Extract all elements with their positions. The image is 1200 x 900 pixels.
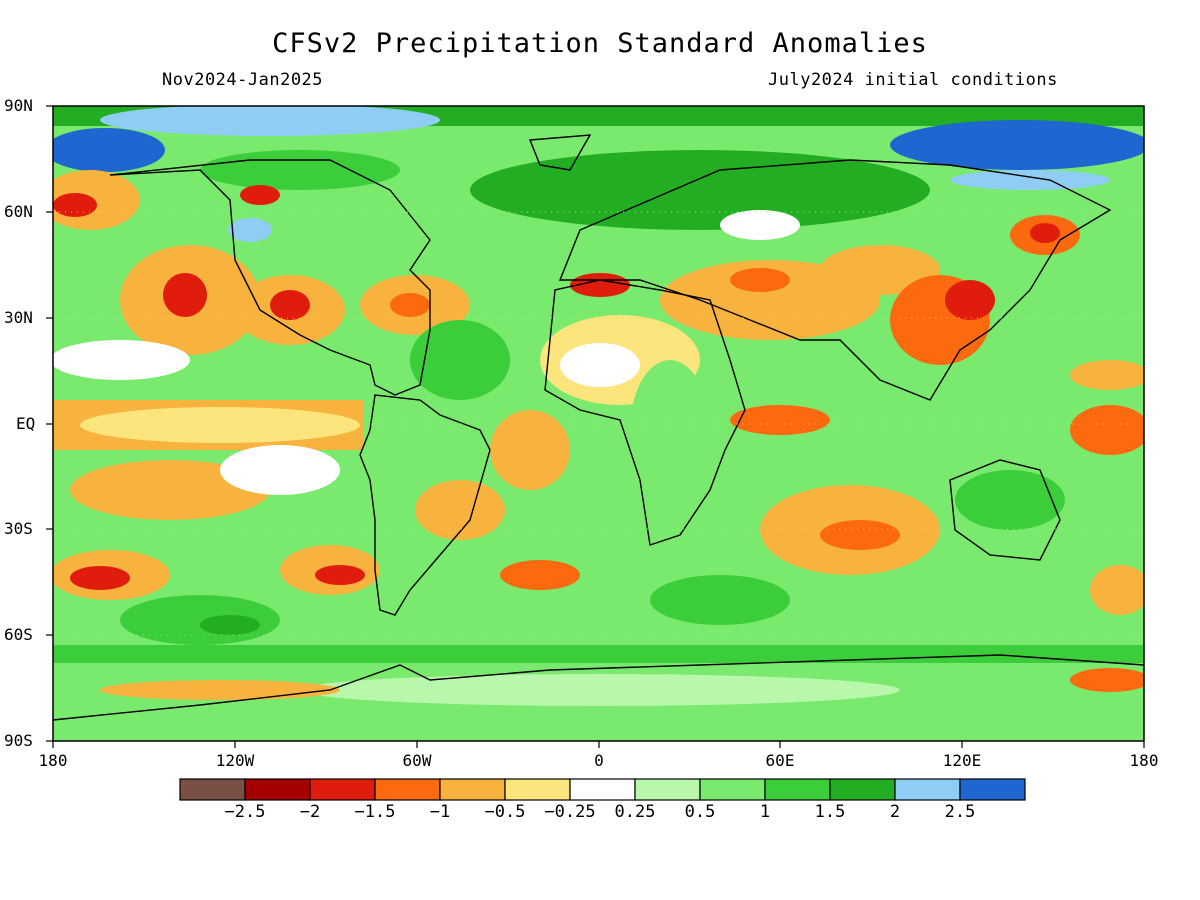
lon-label-60w: 60W xyxy=(402,751,432,770)
colorbar-swatch xyxy=(569,778,636,801)
lat-label-60n: 60N xyxy=(4,202,33,221)
colorbar-label: −1.5 xyxy=(354,802,396,822)
lon-label-0: 0 xyxy=(594,751,604,770)
lon-label-120e: 120E xyxy=(942,751,982,770)
colorbar-label: 0.25 xyxy=(614,802,656,822)
lat-label-30s: 30S xyxy=(4,519,33,538)
lon-label-120w: 120W xyxy=(215,751,255,770)
colorbar-swatch xyxy=(634,778,701,801)
lat-label-30n: 30N xyxy=(4,308,33,327)
colorbar-label: −0.25 xyxy=(544,802,596,822)
colorbar-label: −2.5 xyxy=(224,802,266,822)
colorbar-swatch xyxy=(439,778,506,801)
colorbar-label: −2 xyxy=(299,802,321,822)
lat-label-90n: 90N xyxy=(4,96,33,115)
colorbar-label: 1 xyxy=(759,802,771,822)
colorbar-label: 0.5 xyxy=(684,802,716,822)
forecast-period: Nov2024-Jan2025 xyxy=(162,70,324,90)
colorbar-swatch xyxy=(244,778,311,801)
colorbar-swatch xyxy=(309,778,376,801)
colorbar-swatch xyxy=(959,778,1026,801)
colorbar-swatch xyxy=(179,778,246,801)
colorbar-swatch xyxy=(829,778,896,801)
colorbar-label: 1.5 xyxy=(814,802,846,822)
colorbar-label: 2 xyxy=(889,802,901,822)
lon-label-180e: 180 xyxy=(1129,751,1159,770)
lat-label-eq: EQ xyxy=(16,414,36,433)
lon-label-180w: 180 xyxy=(38,751,68,770)
lat-label-60s: 60S xyxy=(4,625,33,644)
lat-label-90s: 90S xyxy=(4,731,33,750)
colorbar xyxy=(179,778,1026,801)
initial-conditions: July2024 initial conditions xyxy=(768,70,1058,90)
colorbar-swatch xyxy=(504,778,571,801)
colorbar-swatch xyxy=(699,778,766,801)
anomaly-field xyxy=(53,106,1144,741)
colorbar-label: 2.5 xyxy=(944,802,976,822)
axis-ticks xyxy=(46,105,1145,748)
map-title: CFSv2 Precipitation Standard Anomalies xyxy=(272,28,928,59)
colorbar-label: −0.5 xyxy=(484,802,526,822)
colorbar-label: −1 xyxy=(429,802,451,822)
coastlines xyxy=(52,134,1145,721)
colorbar-swatch xyxy=(894,778,961,801)
lon-label-60e: 60E xyxy=(765,751,795,770)
colorbar-swatch xyxy=(374,778,441,801)
colorbar-swatch xyxy=(764,778,831,801)
